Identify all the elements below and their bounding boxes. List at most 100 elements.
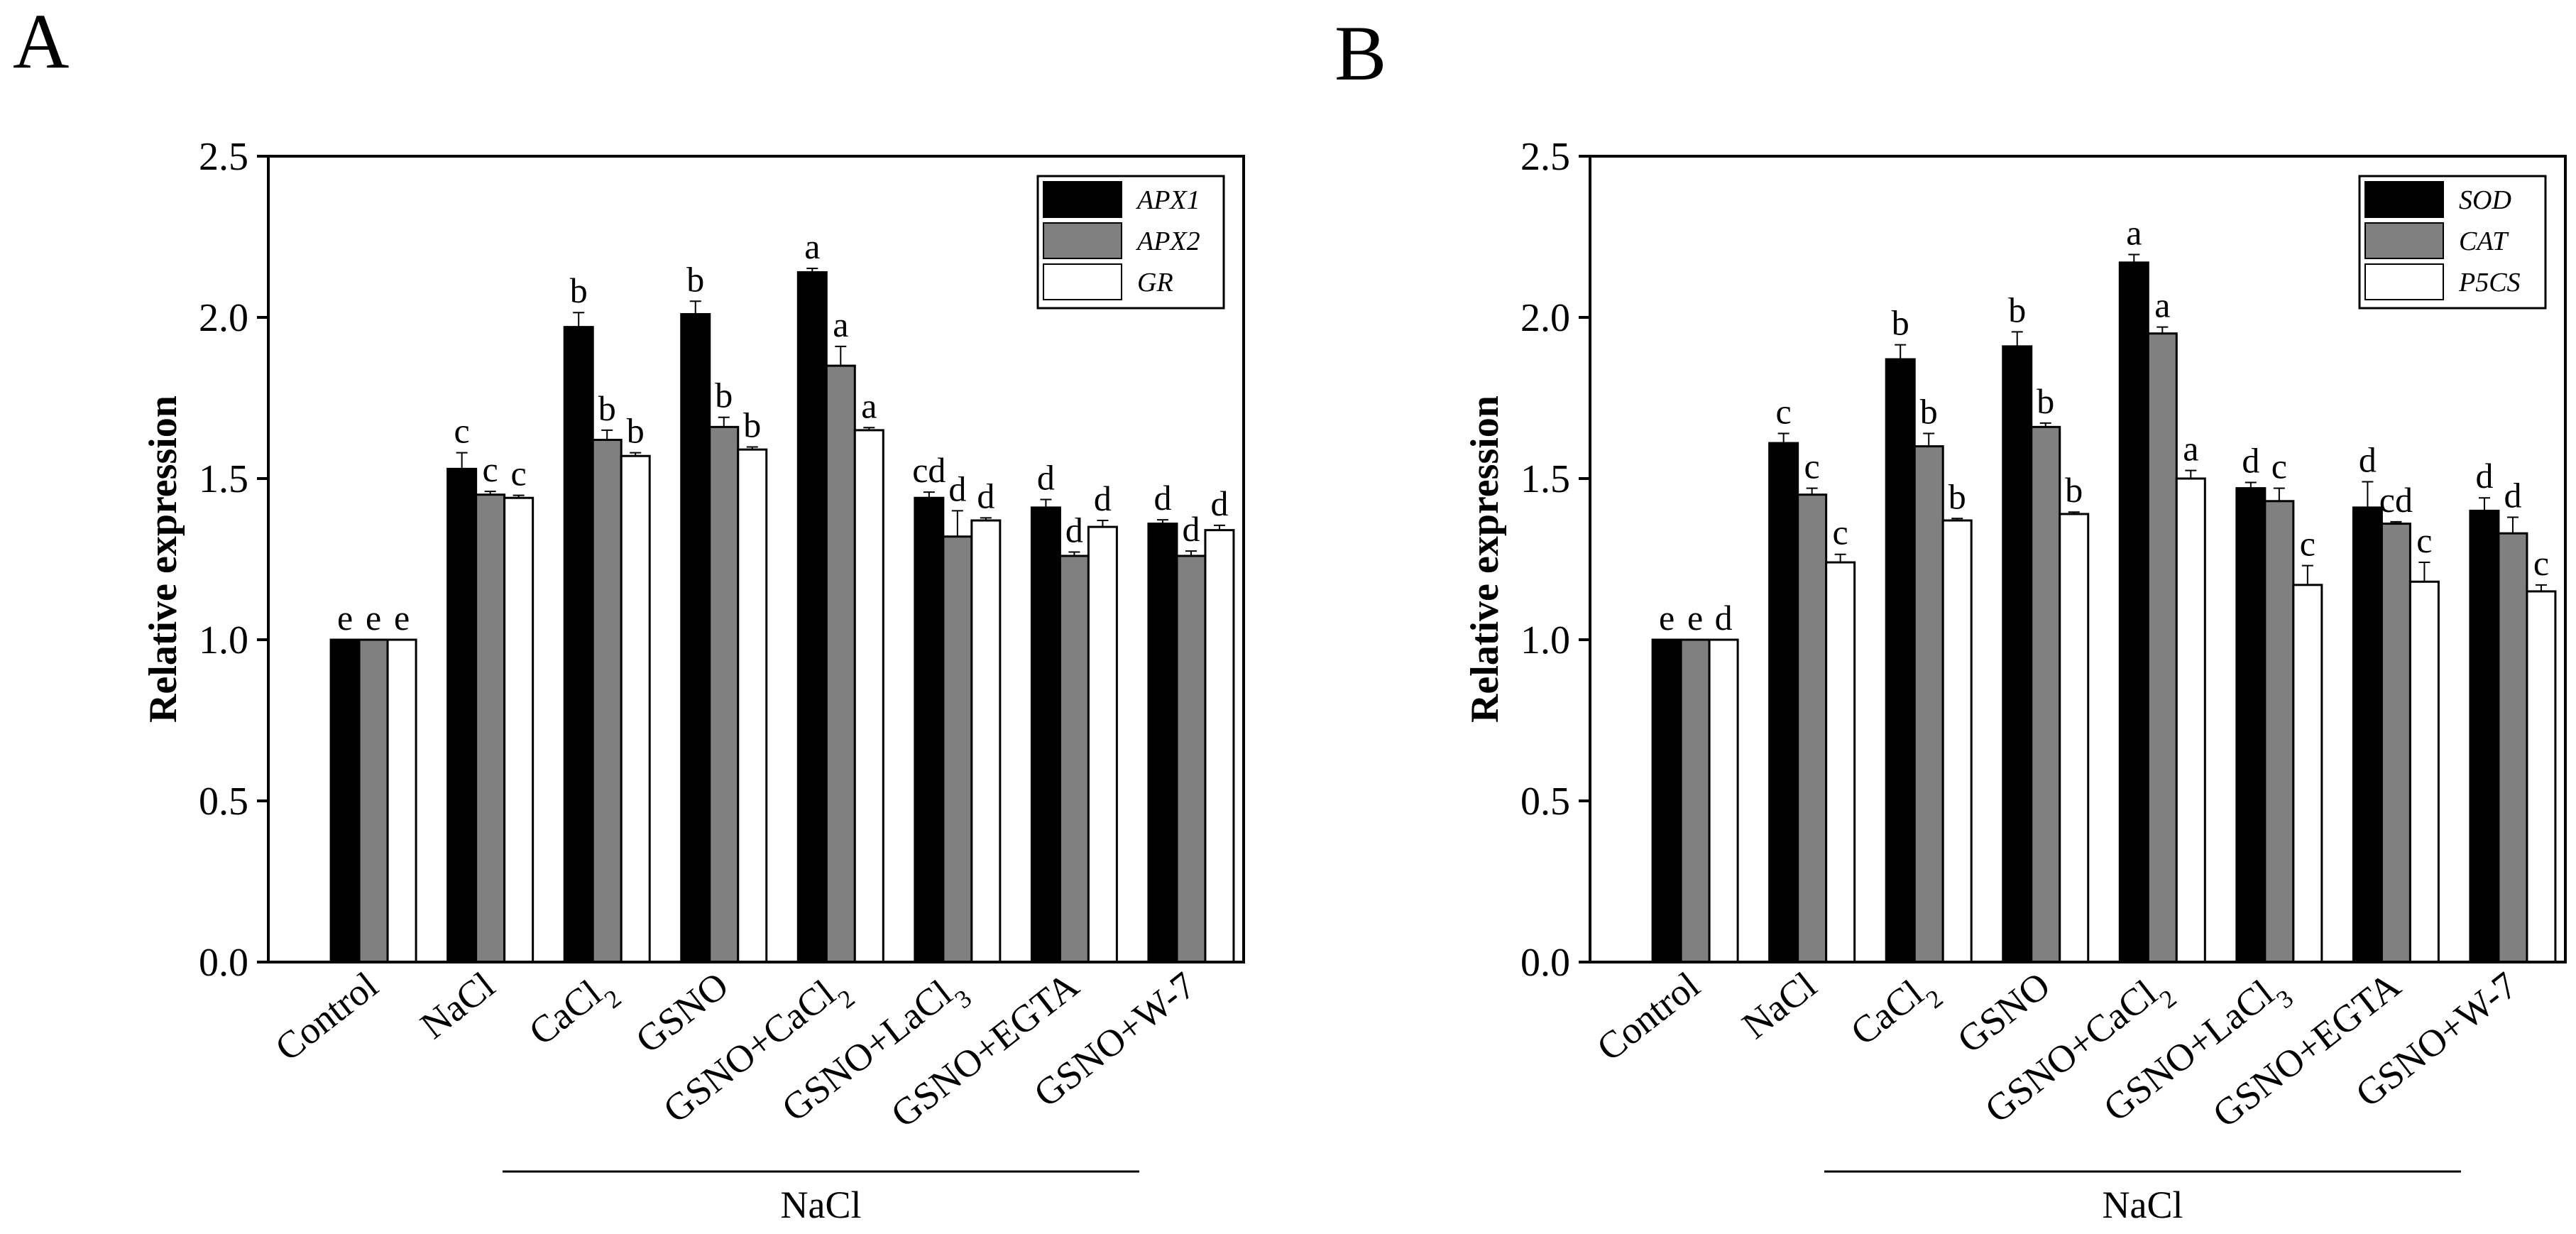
significance-letter: d	[1094, 479, 1112, 518]
significance-letter: b	[1892, 303, 1909, 343]
x-tick-label: CaCl2	[1843, 963, 1948, 1062]
bar-p5cs-0	[1708, 638, 1739, 963]
legend-swatch	[1043, 222, 1122, 259]
bar-p5cs-4	[2175, 477, 2206, 963]
bar-gr-4	[853, 429, 884, 963]
bar-cat-6	[2380, 523, 2411, 963]
bar-apx2-7	[1175, 555, 1207, 963]
y-tick-label: 1.0	[1520, 618, 1570, 662]
significance-letter: c	[483, 449, 498, 489]
significance-letter: d	[948, 469, 966, 508]
x-tick-label: Control	[268, 963, 386, 1069]
bar-apx2-3	[708, 425, 740, 963]
bar-gr-5	[970, 519, 1002, 963]
bar-gr-2	[620, 454, 651, 963]
significance-letter: c	[2300, 524, 2315, 564]
bar-apx2-6	[1058, 555, 1090, 963]
significance-letter: d	[1065, 510, 1083, 550]
legend-label: P5CS	[2458, 268, 2521, 297]
bar-gr-1	[503, 496, 535, 963]
bar-apx2-2	[591, 439, 623, 963]
significance-letter: a	[2126, 212, 2142, 252]
significance-letter: e	[394, 598, 410, 638]
bar-apx1-4	[796, 271, 828, 963]
y-tick-label: 0.5	[1520, 780, 1570, 824]
significance-letter: cd	[912, 450, 946, 490]
bar-sod-2	[1885, 358, 1916, 963]
bar-sod-4	[2118, 261, 2149, 963]
significance-letter: c	[511, 454, 527, 493]
y-tick-label: 2.0	[199, 296, 248, 340]
bar-sod-5	[2235, 487, 2267, 963]
panel-label: B	[1334, 10, 1386, 97]
significance-letter: b	[743, 405, 761, 445]
significance-letter: e	[1659, 598, 1675, 638]
bar-p5cs-7	[2526, 590, 2557, 963]
y-tick-label: 0.5	[199, 780, 248, 824]
bar-apx2-5	[942, 535, 973, 963]
bar-gr-3	[737, 448, 768, 963]
bar-cat-2	[1913, 445, 1944, 963]
significance-letter: a	[833, 305, 848, 344]
y-tick-label: 2.5	[1520, 135, 1570, 179]
bar-sod-7	[2469, 509, 2500, 963]
x-tick-label: NaCl	[412, 963, 503, 1047]
legend-swatch	[1043, 181, 1122, 218]
bar-cat-0	[1679, 638, 1711, 963]
bar-p5cs-3	[2059, 513, 2090, 963]
significance-letter: c	[2416, 520, 2432, 560]
bar-apx1-2	[563, 326, 594, 963]
significance-letter: d	[1715, 598, 1733, 638]
legend-label: APX1	[1135, 185, 1200, 215]
significance-letter: d	[2242, 440, 2259, 480]
significance-letter: b	[715, 376, 733, 415]
bar-sod-1	[1768, 442, 1799, 963]
bar-apx1-0	[329, 638, 361, 963]
bar-apx2-4	[825, 364, 856, 963]
bar-gr-6	[1087, 525, 1118, 963]
bar-p5cs-1	[1825, 561, 1856, 963]
plot-frame	[1589, 155, 2567, 963]
y-tick-label: 1.5	[199, 457, 248, 501]
legend-label: CAT	[2459, 226, 2509, 256]
significance-letter: b	[1949, 476, 1966, 516]
group-label: NaCl	[781, 1184, 862, 1226]
significance-letter: e	[366, 598, 381, 638]
significance-letter: a	[2154, 285, 2170, 325]
bar-apx1-6	[1030, 506, 1061, 963]
bar-sod-0	[1651, 638, 1682, 963]
significance-letter: d	[2504, 475, 2521, 515]
legend-swatch	[2364, 181, 2444, 218]
legend-swatch	[2364, 222, 2444, 259]
plot-frame	[267, 155, 1245, 963]
legend-swatch	[1043, 263, 1122, 300]
significance-letter: d	[977, 476, 994, 515]
y-tick-label: 2.0	[1520, 296, 1570, 340]
bar-apx1-5	[914, 496, 945, 963]
bar-apx1-1	[446, 467, 478, 963]
bar-cat-3	[2030, 425, 2061, 963]
bar-sod-3	[2002, 345, 2033, 963]
significance-letter: c	[1776, 391, 1792, 431]
significance-letter: d	[1182, 509, 1200, 549]
bar-apx2-0	[358, 638, 389, 963]
significance-letter: c	[454, 411, 470, 451]
significance-letter: a	[2183, 429, 2198, 469]
y-tick-label: 1.0	[199, 618, 248, 662]
bar-apx2-1	[475, 493, 506, 963]
significance-letter: b	[2065, 470, 2083, 510]
significance-letter: c	[1833, 513, 1848, 552]
panel-label: A	[13, 0, 69, 84]
significance-letter: b	[627, 411, 645, 451]
significance-letter: b	[1920, 391, 1938, 431]
bar-p5cs-2	[1941, 519, 1973, 963]
bar-cat-1	[1797, 493, 1828, 963]
bar-gr-0	[386, 638, 417, 963]
significance-letter: d	[1210, 484, 1228, 523]
group-label: NaCl	[2103, 1184, 2183, 1226]
y-tick-label: 0.0	[1520, 941, 1570, 985]
legend-label: GR	[1137, 268, 1173, 297]
significance-letter: b	[2037, 381, 2054, 421]
